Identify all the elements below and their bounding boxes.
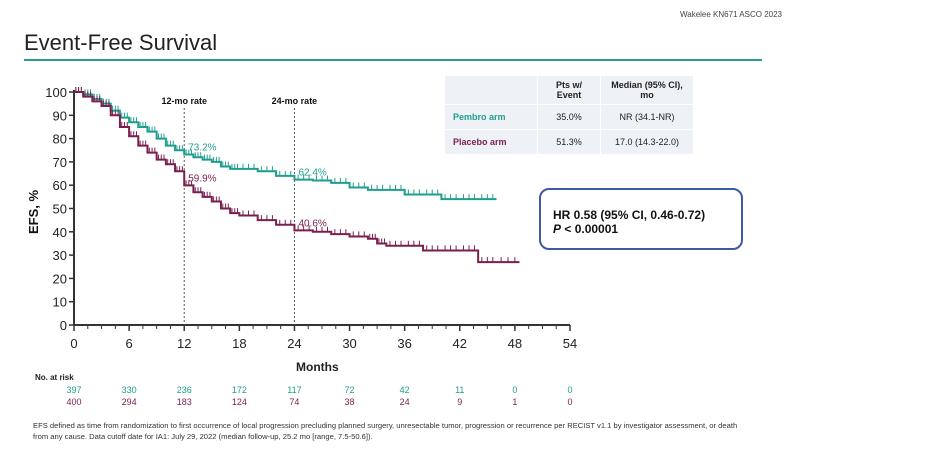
header-pts-event: Pts w/ Event	[537, 75, 601, 105]
y-tick-label: 50	[53, 202, 67, 217]
median-pembro: NR (34.1-NR)	[600, 104, 694, 130]
y-tick-label: 70	[53, 155, 67, 170]
footnote-line-1: EFS defined as time from randomization t…	[33, 421, 738, 430]
x-tick-label: 48	[508, 336, 522, 351]
at-risk-placebo-6: 294	[121, 397, 137, 407]
x-axis-label: Months	[296, 360, 339, 374]
reference-lines: 12-mo rate 24-mo rate	[161, 96, 317, 325]
x-tick-label: 12	[177, 336, 191, 351]
y-tick-label: 0	[60, 318, 67, 333]
at-risk-pembro-48: 0	[512, 385, 518, 395]
rate-label: 59.9%	[188, 173, 216, 184]
y-tick-label: 10	[53, 295, 67, 310]
pts-event-pembro: 35.0%	[537, 104, 601, 130]
rate-label: 40.6%	[298, 218, 326, 229]
x-tick-label: 54	[563, 336, 577, 351]
survival-curves	[74, 87, 520, 264]
summary-table-header: Pts w/ Event Median (95% CI), mo	[444, 75, 694, 105]
y-tick-label: 80	[53, 132, 67, 147]
at-risk-placebo-36: 24	[399, 397, 410, 407]
hazard-ratio-box: HR 0.58 (95% CI, 0.46-0.72) P < 0.00001	[539, 188, 743, 250]
header-arm	[444, 75, 538, 105]
table-row: Pembro arm 35.0% NR (34.1-NR)	[444, 104, 694, 130]
arm-label-pembro: Pembro arm	[444, 104, 538, 130]
x-tick-label: 24	[287, 336, 301, 351]
header-median: Median (95% CI), mo	[600, 75, 694, 105]
x-tick-label: 30	[342, 336, 356, 351]
table-row: Placebo arm 51.3% 17.0 (14.3-22.0)	[444, 129, 694, 155]
at-risk-pembro-0: 397	[66, 385, 82, 395]
p-value: < 0.00001	[561, 222, 619, 236]
at-risk-pembro-54: 0	[567, 385, 573, 395]
x-tick-label: 18	[232, 336, 246, 351]
at-risk-placebo-12: 183	[176, 397, 192, 407]
at-risk-placebo-54: 0	[567, 397, 573, 407]
at-risk-pembro-42: 11	[455, 385, 465, 395]
pts-event-placebo: 51.3%	[537, 129, 601, 155]
source-citation: Wakelee KN671 ASCO 2023	[680, 10, 782, 19]
at-risk-placebo-0: 400	[66, 397, 82, 407]
axes: 0 10 20 30 40 50 60 70 80 90 100 0 6 12 18 24 30 36 42 48 54	[45, 85, 577, 351]
y-tick-label: 40	[53, 225, 67, 240]
median-placebo: 17.0 (14.3-22.0)	[600, 129, 694, 155]
p-value-line: P < 0.00001	[553, 222, 741, 236]
y-tick-label: 30	[53, 248, 67, 263]
number-at-risk-label: No. at risk	[35, 373, 74, 382]
y-tick-label: 20	[53, 271, 67, 286]
footnote: EFS defined as time from randomization t…	[33, 420, 923, 442]
at-risk-placebo-18: 124	[231, 397, 247, 407]
at-risk-pembro-36: 42	[399, 385, 410, 395]
rate-label: 73.2%	[188, 142, 216, 153]
p-label: P	[553, 222, 562, 236]
footnote-line-2: from any cause. Data cutoff date for IA1…	[33, 432, 373, 441]
at-risk-pembro-24: 117	[287, 385, 302, 395]
y-tick-label: 60	[53, 178, 67, 193]
y-tick-label: 90	[53, 108, 67, 123]
x-tick-label: 6	[125, 336, 132, 351]
rate-label: 62.4%	[298, 168, 326, 179]
at-risk-placebo-30: 38	[344, 397, 355, 407]
summary-table: Pts w/ Event Median (95% CI), mo Pembro …	[444, 75, 694, 155]
reference-label-24mo: 24-mo rate	[272, 96, 318, 106]
arm-label-placebo: Placebo arm	[444, 129, 538, 155]
at-risk-pembro-18: 172	[231, 385, 247, 395]
y-tick-label: 100	[45, 85, 67, 100]
hazard-ratio-text: HR 0.58 (95% CI, 0.46-0.72)	[553, 208, 706, 222]
title-divider	[24, 59, 762, 61]
at-risk-placebo-48: 1	[512, 397, 518, 407]
x-tick-label: 42	[453, 336, 467, 351]
y-axis-label: EFS, %	[26, 190, 41, 235]
x-tick-label: 0	[70, 336, 77, 351]
at-risk-pembro-6: 330	[121, 385, 137, 395]
page-title: Event-Free Survival	[24, 30, 218, 55]
at-risk-pembro-12: 236	[176, 385, 192, 395]
reference-label-12mo: 12-mo rate	[161, 96, 207, 106]
x-tick-label: 36	[397, 336, 411, 351]
at-risk-pembro-30: 72	[344, 385, 355, 395]
at-risk-placebo-24: 74	[289, 397, 300, 407]
at-risk-placebo-42: 9	[457, 397, 463, 407]
rate-annotations: 73.2% 62.4% 59.9% 40.6%	[188, 142, 327, 229]
